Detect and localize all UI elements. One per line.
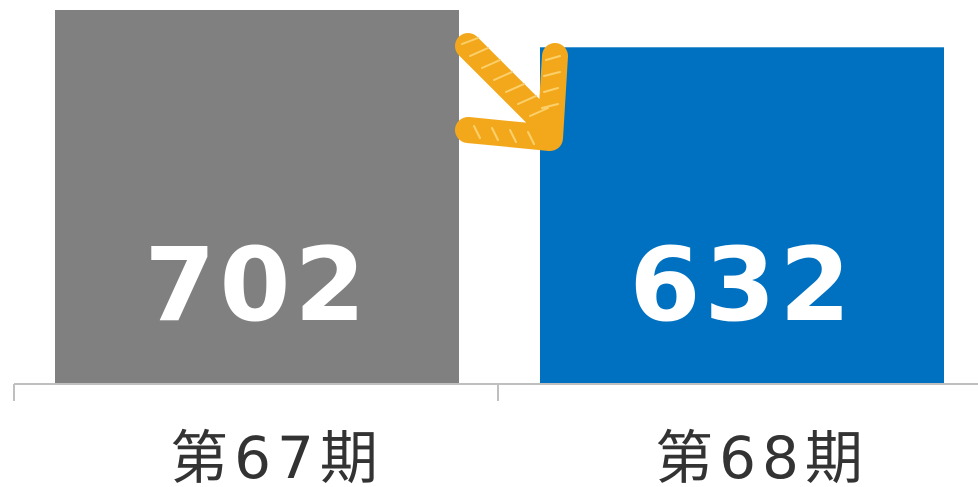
arrow-shaft — [455, 33, 553, 131]
category-label-1: 第67期 — [170, 424, 384, 487]
value-label-2: 632 — [630, 226, 855, 345]
category-labels-layer: 第67期 第68期 — [170, 424, 869, 487]
value-label-1: 702 — [145, 226, 370, 345]
category-label-2: 第68期 — [655, 424, 869, 487]
decrease-arrow-icon — [455, 33, 568, 151]
value-labels-layer: 702 632 — [145, 226, 855, 345]
bar-1 — [55, 10, 459, 384]
bars-layer — [55, 10, 944, 384]
arrow-hatching — [461, 37, 561, 145]
x-axis — [13, 383, 978, 401]
bar-2 — [540, 47, 944, 384]
